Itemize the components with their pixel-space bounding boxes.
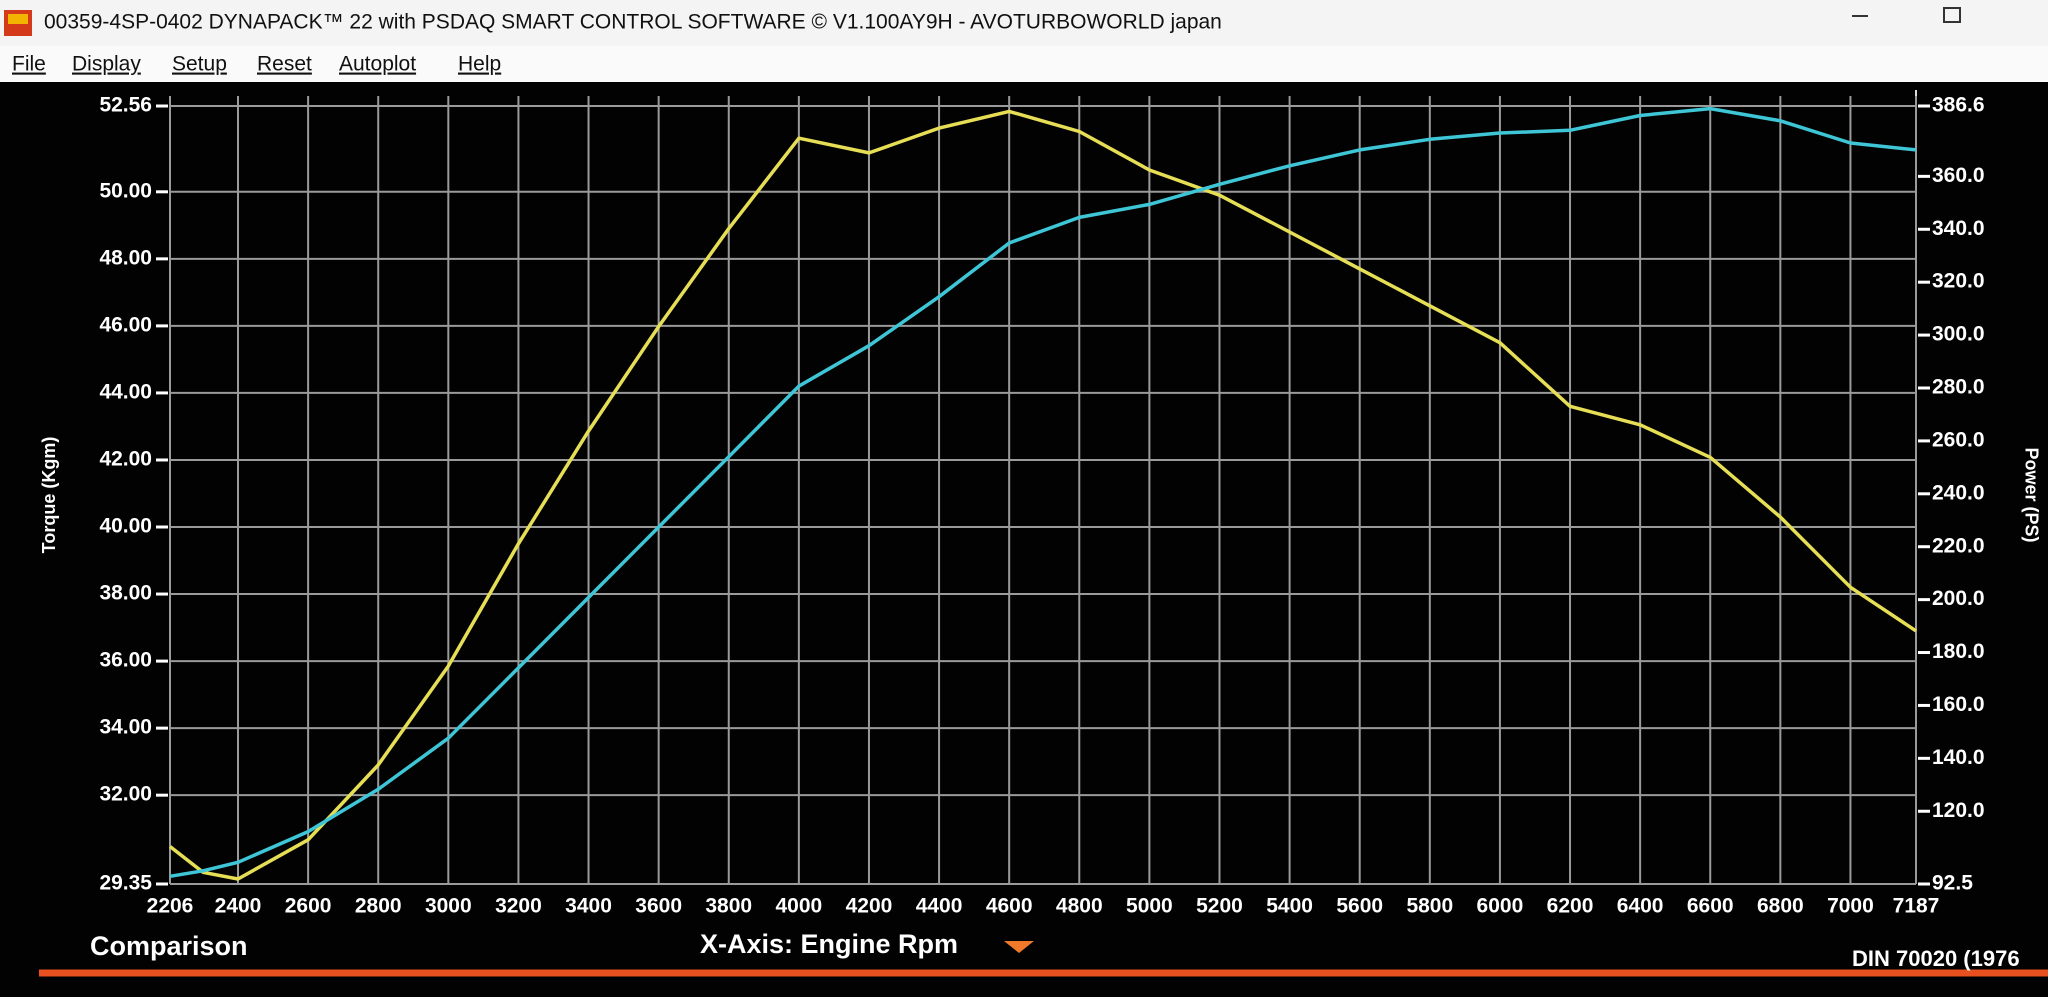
y-tick-label: 52.56	[99, 94, 152, 117]
x-tick-label: 3000	[425, 895, 472, 918]
y-tick-label: 34.00	[99, 716, 152, 739]
y-tick-label: 46.00	[99, 313, 152, 336]
y2-tick-label: 260.0	[1932, 428, 1985, 451]
menu-item[interactable]: File	[12, 53, 46, 76]
y-tick-label: 42.00	[99, 448, 152, 471]
x-tick-label: 4400	[916, 895, 963, 918]
menu-item[interactable]: Help	[458, 53, 501, 76]
y2-tick-label: 280.0	[1932, 376, 1985, 399]
x-tick-label: 2400	[215, 895, 262, 918]
x-tick-label: 4600	[986, 895, 1033, 918]
y2-tick-label: 120.0	[1932, 799, 1985, 822]
x-tick-label: 4200	[846, 895, 893, 918]
series-line	[168, 109, 1917, 881]
x-tick-label: 2800	[355, 895, 402, 918]
x-tick-label: 5400	[1266, 895, 1313, 918]
x-tick-label: 5600	[1336, 895, 1383, 918]
menu-item[interactable]: Setup	[172, 53, 227, 76]
y2-tick-label: 92.5	[1932, 872, 1973, 895]
y2-tick-label: 140.0	[1932, 746, 1985, 769]
x-tick-label: 7187	[1893, 895, 1940, 918]
title-bar	[0, 0, 2048, 46]
x-tick-label: 6800	[1757, 895, 1804, 918]
y2-tick-label: 320.0	[1932, 270, 1985, 293]
y2-tick-label: 386.6	[1932, 94, 1985, 117]
din-standard: DIN 70020 (1976	[1852, 946, 2020, 971]
dropdown-arrow[interactable]	[1004, 941, 1034, 953]
x-tick-label: 5800	[1406, 895, 1453, 918]
x-tick-label: 3600	[635, 895, 682, 918]
menu: File Display Setup Reset Autoplot Help	[12, 53, 501, 76]
x-tick-label: 6000	[1477, 895, 1524, 918]
y2-axis-title: Power (PS)	[2021, 447, 2041, 542]
x-tick-label: 6400	[1617, 895, 1664, 918]
y-tick-label: 36.00	[99, 649, 152, 672]
comparison-label[interactable]: Comparison	[90, 931, 248, 961]
y-tick-label: 29.35	[99, 872, 152, 895]
x-tick-label: 4000	[775, 895, 822, 918]
x-tick-label: 6200	[1547, 895, 1594, 918]
x-tick-label: 2206	[147, 895, 194, 918]
x-tick-label: 5200	[1196, 895, 1243, 918]
y-tick-label: 44.00	[99, 380, 152, 403]
y2-tick-label: 300.0	[1932, 323, 1985, 346]
window-title: 00359-4SP-0402 DYNAPACK™ 22 with PSDAQ S…	[44, 11, 1222, 34]
x-tick-label: 2600	[285, 895, 332, 918]
x-tick-label: 6600	[1687, 895, 1734, 918]
y-tick-label: 50.00	[99, 179, 152, 202]
x-tick-label: 7000	[1827, 895, 1874, 918]
x-tick-label: 3800	[705, 895, 752, 918]
y-tick-label: 40.00	[99, 515, 152, 538]
x-axis-selector[interactable]: X-Axis: Engine Rpm	[700, 929, 958, 959]
y-tick-label: 48.00	[99, 246, 152, 269]
menu-item[interactable]: Autoplot	[339, 53, 416, 76]
y2-tick-label: 340.0	[1932, 217, 1985, 240]
x-tick-label: 4800	[1056, 895, 1103, 918]
y2-tick-label: 180.0	[1932, 640, 1985, 663]
y2-tick-label: 160.0	[1932, 693, 1985, 716]
y2-tick-label: 240.0	[1932, 481, 1985, 504]
y2-tick-label: 360.0	[1932, 164, 1985, 187]
series-line	[169, 106, 1917, 879]
x-tick-label: 3400	[565, 895, 612, 918]
y-axis-title: Torque (Kgm)	[39, 437, 59, 554]
y-tick-label: 38.00	[99, 582, 152, 605]
y2-tick-label: 200.0	[1932, 587, 1985, 610]
menu-item[interactable]: Display	[72, 53, 141, 76]
x-tick-label: 5000	[1126, 895, 1173, 918]
menu-bar	[0, 46, 2048, 82]
x-tick-label: 3200	[495, 895, 542, 918]
y2-tick-label: 220.0	[1932, 534, 1985, 557]
app-icon-inner	[8, 14, 28, 24]
maximize-button[interactable]	[1943, 7, 1961, 23]
menu-item[interactable]: Reset	[257, 53, 312, 76]
y-tick-label: 32.00	[99, 783, 152, 806]
